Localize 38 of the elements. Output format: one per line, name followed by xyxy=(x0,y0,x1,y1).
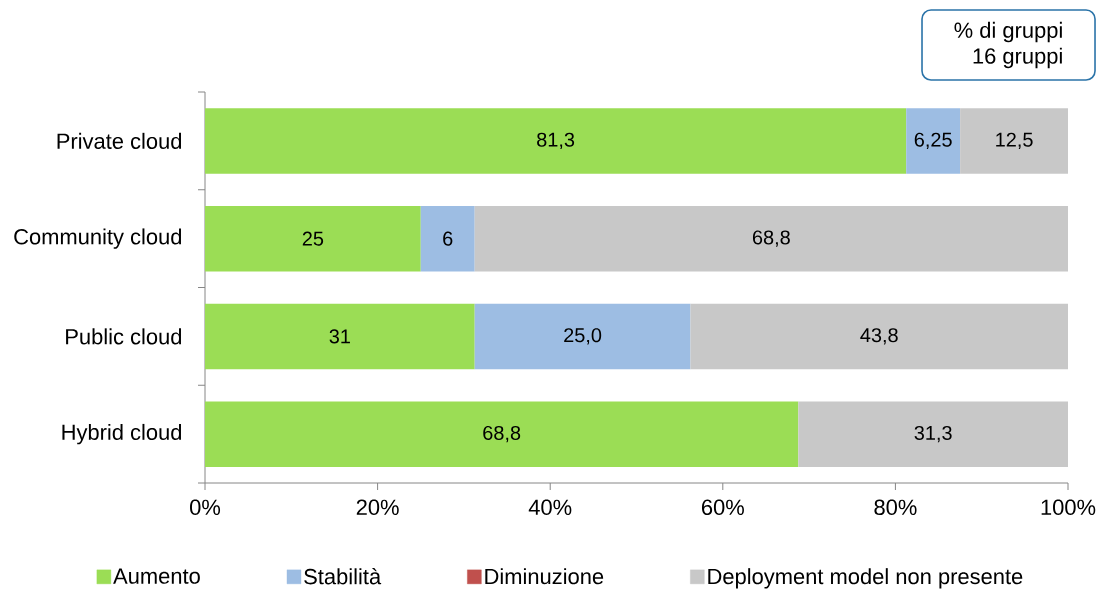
x-tick-label: 100% xyxy=(1041,499,1096,516)
y-tick-label: Community cloud xyxy=(14,228,182,249)
bar xyxy=(205,303,475,370)
legend-label: Deployment model non presente xyxy=(708,568,1023,589)
bar xyxy=(960,108,1069,174)
data-label: 31,3 xyxy=(914,425,952,443)
bar xyxy=(205,108,907,174)
data-label: 31 xyxy=(329,329,350,344)
data-label: 68,8 xyxy=(483,425,521,443)
bar xyxy=(205,205,421,272)
data-label: 43,8 xyxy=(860,328,898,345)
x-tick-label: 0% xyxy=(190,499,221,516)
y-tick-label: Private cloud xyxy=(57,132,182,149)
data-label: 81,3 xyxy=(537,132,575,150)
bar xyxy=(798,401,1069,467)
bar xyxy=(474,303,691,370)
text: % di gruppi xyxy=(954,21,1062,43)
bar xyxy=(906,108,961,174)
x-tick-label: 40% xyxy=(528,499,572,516)
legend-label: Diminuzione xyxy=(485,568,604,585)
bar xyxy=(420,205,475,272)
data-label: 25 xyxy=(302,231,324,246)
x-tick-label: 20% xyxy=(356,499,399,516)
x-tick-label: 80% xyxy=(874,499,917,516)
bar xyxy=(474,205,1069,272)
y-tick-label: Public cloud xyxy=(66,328,182,345)
data-label: 6,25 xyxy=(914,132,952,150)
legend-label: Stabilità xyxy=(304,568,382,585)
data-label: 6 xyxy=(443,231,453,246)
y-tick-label: Hybrid cloud xyxy=(62,423,182,445)
data-label: 25,0 xyxy=(564,328,602,345)
data-label: 12,5 xyxy=(996,132,1033,150)
legend-label: Aumento xyxy=(113,568,200,584)
x-tick-label: 60% xyxy=(701,499,744,516)
text: 16 gruppi xyxy=(973,47,1062,69)
bar xyxy=(690,303,1069,370)
data-label: 68,8 xyxy=(752,230,790,247)
bar xyxy=(205,401,799,467)
